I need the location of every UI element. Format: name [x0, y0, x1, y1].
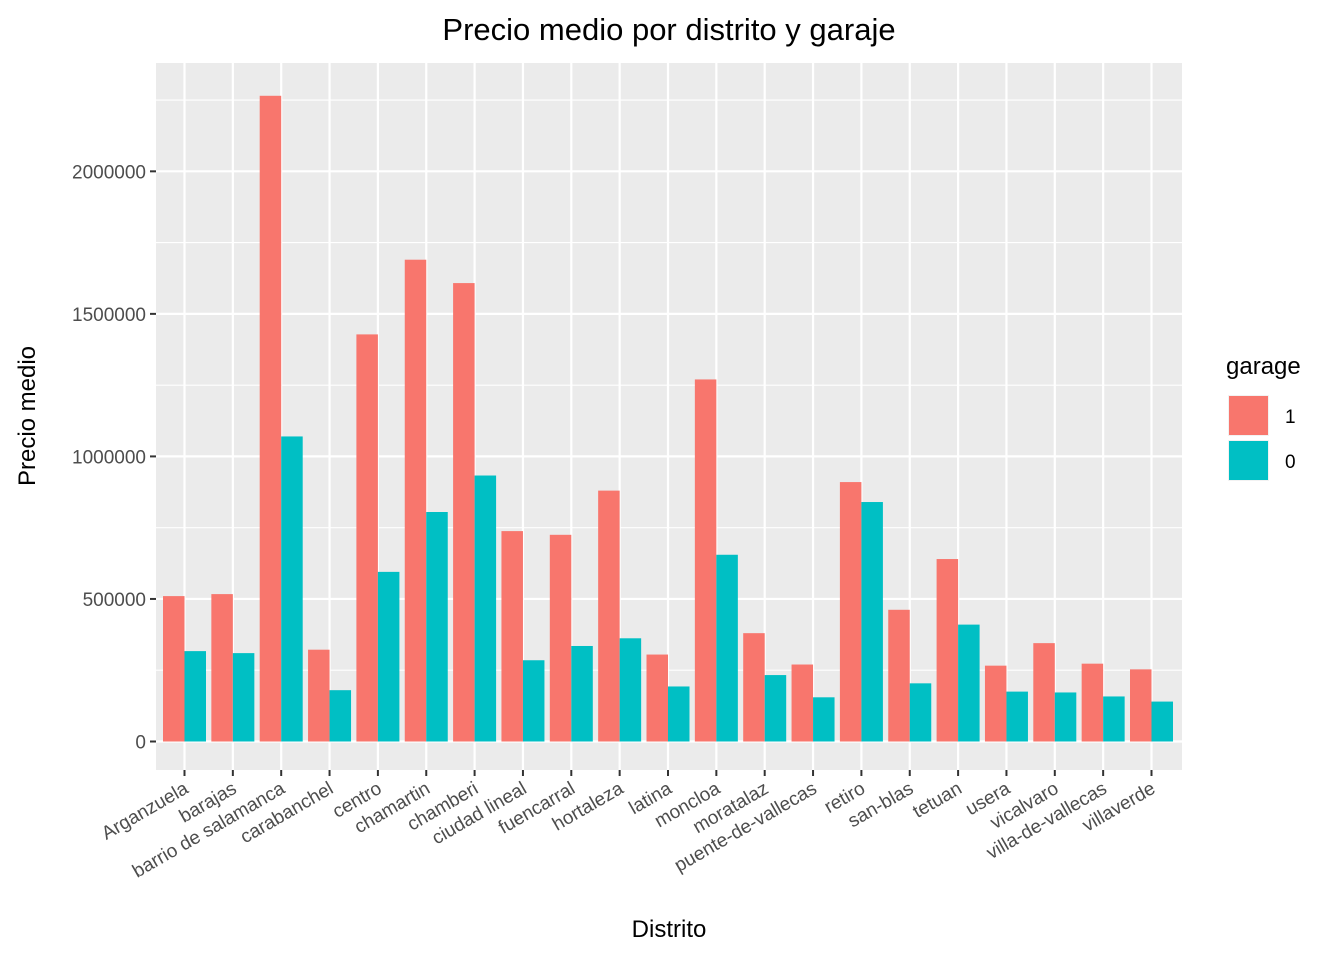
- legend: garage 1 0: [1226, 353, 1301, 481]
- bar: [281, 436, 303, 742]
- bar: [308, 649, 330, 742]
- bar: [888, 609, 910, 742]
- bar: [1103, 696, 1125, 742]
- bar: [598, 490, 620, 742]
- legend-key: [1229, 441, 1268, 480]
- bar: [1033, 643, 1055, 742]
- bar: [356, 334, 378, 742]
- bar: [694, 379, 717, 742]
- bars: [163, 95, 1173, 742]
- y-axis: 0 500000 1000000 1500000 2000000: [72, 162, 156, 753]
- y-tick-label: 2000000: [72, 162, 146, 183]
- bar: [764, 675, 787, 742]
- bar: [1081, 663, 1104, 742]
- x-tick-label: tetuan: [909, 778, 965, 823]
- y-axis-title: Precio medio: [14, 346, 41, 486]
- legend-title: garage: [1226, 353, 1301, 380]
- bar: [1151, 701, 1173, 742]
- bar: [522, 660, 545, 742]
- bar: [909, 683, 932, 742]
- bar: [426, 512, 448, 742]
- bar: [549, 534, 572, 742]
- bar: [163, 596, 185, 742]
- y-tick-label: 1000000: [72, 447, 146, 468]
- bar: [377, 571, 400, 742]
- bar: [984, 665, 1007, 742]
- x-axis-title: Distrito: [632, 916, 707, 943]
- bar: [232, 653, 255, 742]
- bar: [259, 95, 282, 742]
- bar: [861, 502, 883, 742]
- bar: [211, 594, 233, 742]
- bar: [1054, 692, 1077, 742]
- bar: [716, 554, 738, 742]
- bar: [1130, 669, 1152, 742]
- bar: [404, 259, 427, 742]
- legend-key: [1229, 396, 1268, 435]
- y-tick-label: 1500000: [72, 305, 146, 326]
- bar: [571, 645, 593, 742]
- bar: [813, 697, 835, 742]
- bar: [668, 686, 690, 742]
- chart-title: Precio medio por distrito y garaje: [442, 12, 895, 47]
- bar: [453, 283, 475, 742]
- bar: [646, 654, 668, 742]
- bar: [743, 633, 765, 742]
- bar: [474, 475, 497, 742]
- y-tick-label: 0: [135, 732, 146, 753]
- y-tick-label: 500000: [83, 590, 146, 611]
- legend-label: 0: [1285, 452, 1296, 473]
- bar: [329, 690, 352, 742]
- bar: [501, 531, 523, 742]
- bar: [958, 624, 980, 742]
- bar: [1006, 691, 1028, 742]
- bar: [839, 482, 862, 742]
- bar: [619, 638, 642, 742]
- bar: [184, 651, 206, 742]
- bar: [936, 559, 959, 742]
- bar: [791, 664, 814, 742]
- legend-label: 1: [1285, 407, 1296, 428]
